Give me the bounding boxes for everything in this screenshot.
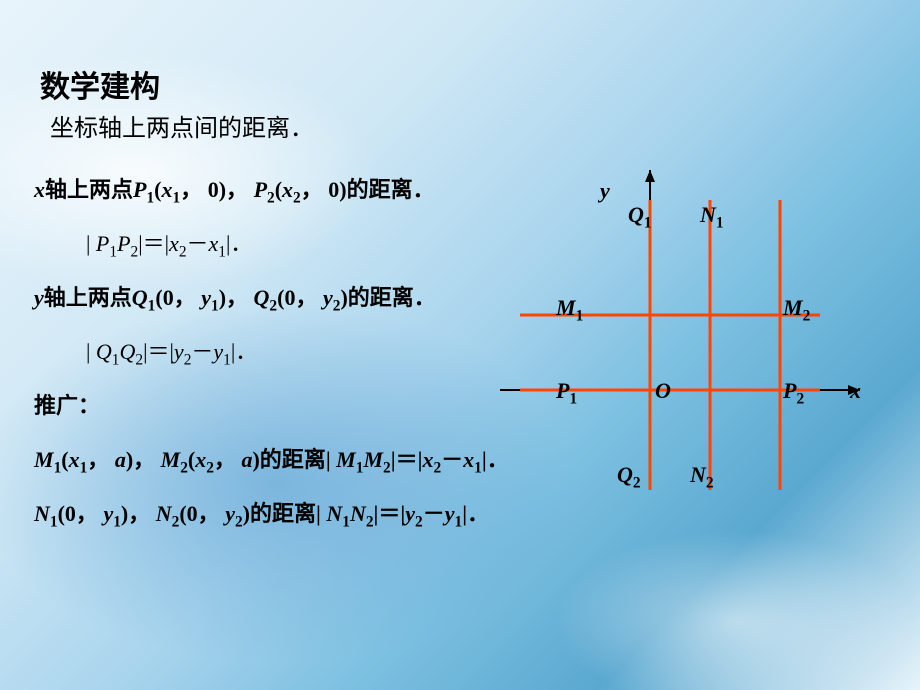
- label-q2: Q2: [617, 462, 641, 492]
- label-n2: N2: [690, 462, 714, 492]
- formula-n1n2: N1(0， y1)， N2(0， y2)的距离| N1N2|＝|y2－y1|．: [34, 496, 489, 531]
- label-origin: O: [655, 378, 671, 404]
- section-title: 数学建构: [40, 62, 160, 106]
- label-q1: Q1: [628, 202, 652, 232]
- extension-label: 推广：: [34, 388, 100, 420]
- formula-p1p2: | P1P2|＝|x2－x1|．: [86, 226, 252, 261]
- diagram-svg: [500, 170, 880, 510]
- line-x-axis-points: x轴上两点P1(x1， 0)， P2(x2， 0)的距离．: [34, 172, 435, 207]
- formula-q1q2: | Q1Q2|＝|y2－y1|．: [86, 334, 257, 369]
- formula-m1m2: M1(x1， a)， M2(x2， a)的距离| M1M2|＝|x2－x1|．: [34, 442, 509, 477]
- label-p2: P2: [783, 378, 804, 408]
- label-m1: M1: [556, 295, 583, 325]
- line-y-axis-points: y轴上两点Q1(0， y1)， Q2(0， y2)的距离．: [34, 280, 436, 315]
- label-y-axis: y: [600, 178, 610, 204]
- label-m2: M2: [783, 295, 810, 325]
- coordinate-diagram: y x O Q1 N1 M1 M2 P1 P2 Q2 N2: [500, 170, 880, 510]
- label-x-axis: x: [850, 378, 861, 404]
- subtitle: 坐标轴上两点间的距离．: [50, 108, 314, 143]
- label-n1: N1: [700, 202, 724, 232]
- label-p1: P1: [556, 378, 577, 408]
